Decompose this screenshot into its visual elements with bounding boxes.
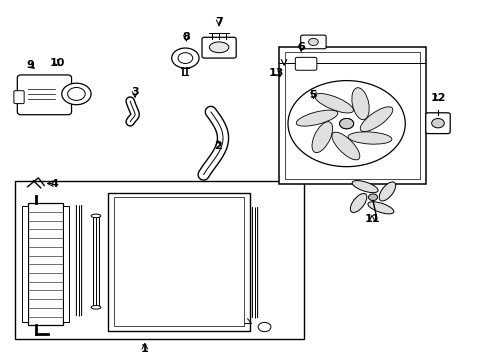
Ellipse shape: [352, 181, 378, 193]
FancyBboxPatch shape: [295, 57, 317, 70]
Ellipse shape: [91, 306, 101, 309]
Circle shape: [368, 194, 378, 201]
Ellipse shape: [379, 182, 396, 201]
Text: 5: 5: [310, 90, 317, 100]
FancyBboxPatch shape: [17, 75, 72, 115]
Text: 9: 9: [26, 60, 34, 70]
Circle shape: [62, 83, 91, 105]
Ellipse shape: [350, 193, 367, 212]
Ellipse shape: [352, 88, 369, 120]
Ellipse shape: [209, 42, 229, 53]
Circle shape: [288, 81, 405, 167]
Ellipse shape: [91, 214, 101, 218]
Text: 8: 8: [182, 32, 190, 41]
Ellipse shape: [315, 94, 353, 113]
Bar: [114, 197, 244, 326]
Circle shape: [172, 48, 199, 68]
Bar: [279, 47, 426, 184]
FancyBboxPatch shape: [202, 37, 236, 58]
FancyBboxPatch shape: [426, 113, 450, 134]
FancyBboxPatch shape: [14, 91, 24, 104]
Ellipse shape: [348, 132, 392, 144]
Text: 12: 12: [430, 93, 446, 103]
Circle shape: [178, 53, 193, 63]
Bar: [108, 193, 250, 330]
Text: 10: 10: [49, 58, 65, 68]
Circle shape: [340, 118, 354, 129]
Circle shape: [432, 118, 444, 128]
Text: 2: 2: [214, 141, 222, 151]
Ellipse shape: [296, 110, 338, 126]
Bar: [285, 51, 420, 179]
Text: 3: 3: [131, 87, 139, 97]
Bar: [22, 206, 27, 322]
Text: 11: 11: [364, 215, 380, 224]
Text: 6: 6: [297, 42, 305, 52]
Bar: [15, 181, 304, 338]
Circle shape: [309, 39, 318, 45]
Text: 1: 1: [141, 343, 148, 354]
Ellipse shape: [360, 107, 393, 132]
FancyBboxPatch shape: [301, 35, 326, 49]
Bar: [27, 203, 63, 325]
Ellipse shape: [368, 202, 394, 214]
Text: 13: 13: [269, 68, 285, 78]
Ellipse shape: [312, 122, 333, 153]
Ellipse shape: [332, 132, 360, 160]
Text: 4: 4: [50, 179, 58, 189]
Circle shape: [258, 322, 271, 332]
Circle shape: [68, 87, 85, 100]
Bar: [63, 206, 69, 322]
Text: 7: 7: [215, 17, 223, 27]
